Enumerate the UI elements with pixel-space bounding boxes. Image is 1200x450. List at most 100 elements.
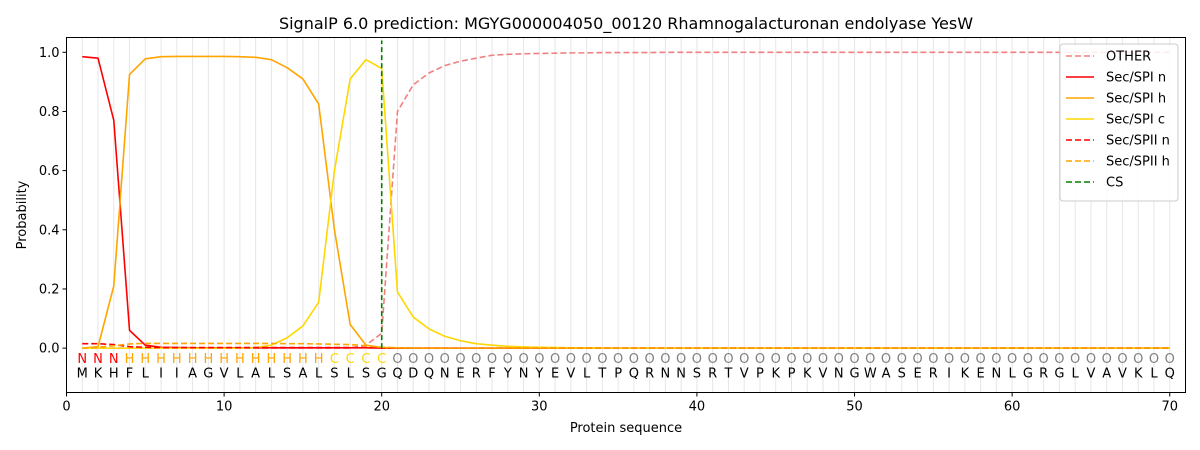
residue-label: V	[740, 367, 749, 382]
residue-label: N	[661, 367, 671, 382]
region-label: O	[1086, 352, 1096, 367]
residue-label: N	[440, 367, 450, 382]
legend-label: Sec/SPI c	[1106, 113, 1165, 128]
region-label: O	[455, 352, 465, 367]
x-tick-label: 20	[373, 400, 390, 415]
region-label: O	[518, 352, 528, 367]
residue-label: S	[362, 367, 370, 382]
region-label: O	[550, 352, 560, 367]
y-tick-label: 0.6	[39, 164, 60, 179]
x-tick-label: 50	[846, 400, 863, 415]
residue-label: E	[551, 367, 559, 382]
x-tick-label: 60	[1004, 400, 1021, 415]
region-label: H	[282, 352, 292, 367]
residue-label: L	[1150, 367, 1158, 382]
residue-label: N	[992, 367, 1002, 382]
region-label: O	[1054, 352, 1064, 367]
region-label: O	[692, 352, 702, 367]
residue-label: K	[961, 367, 970, 382]
y-axis-label: Probability	[15, 180, 30, 249]
y-tick-label: 0.8	[39, 105, 60, 120]
residue-label: H	[109, 367, 119, 382]
residue-label: P	[756, 367, 764, 382]
legend-label: Sec/SPII n	[1106, 134, 1170, 149]
residue-label: L	[236, 367, 244, 382]
region-label: O	[1007, 352, 1017, 367]
residue-label: Q	[424, 367, 434, 382]
residue-label: K	[94, 367, 103, 382]
region-label: O	[471, 352, 481, 367]
region-label: O	[755, 352, 765, 367]
region-label: O	[786, 352, 796, 367]
residue-label: V	[566, 367, 575, 382]
region-label: H	[172, 352, 182, 367]
x-tick-label: 0	[62, 400, 70, 415]
y-tick-label: 1.0	[39, 46, 60, 61]
residue-label: L	[1072, 367, 1080, 382]
residue-label: G	[849, 367, 859, 382]
plot-frame	[66, 37, 1186, 393]
region-label: H	[188, 352, 198, 367]
region-label: H	[251, 352, 261, 367]
region-label: O	[818, 352, 828, 367]
region-label: H	[125, 352, 135, 367]
residue-label: A	[251, 367, 260, 382]
region-label: O	[1102, 352, 1112, 367]
region-label: O	[865, 352, 875, 367]
region-label: O	[1117, 352, 1127, 367]
residue-label: N	[519, 367, 529, 382]
y-tick-label: 0.4	[39, 223, 60, 238]
region-label: O	[975, 352, 985, 367]
region-label: O	[645, 352, 655, 367]
residue-label: Y	[534, 367, 543, 382]
residue-label: L	[1009, 367, 1017, 382]
residue-label: Q	[392, 367, 402, 382]
residue-label: A	[188, 367, 197, 382]
region-label: O	[881, 352, 891, 367]
series-line-sec-spii-h	[82, 342, 1170, 349]
residue-label: S	[693, 367, 701, 382]
y-tick-label: 0.0	[39, 342, 60, 357]
residue-label: T	[597, 367, 606, 382]
residue-label: K	[1134, 367, 1143, 382]
region-label: O	[1023, 352, 1033, 367]
region-label: O	[1070, 352, 1080, 367]
region-label: O	[771, 352, 781, 367]
residue-label: W	[864, 367, 877, 382]
residue-label: A	[1102, 367, 1111, 382]
residue-label: I	[159, 367, 163, 382]
region-label: H	[314, 352, 324, 367]
residue-label: R	[708, 367, 717, 382]
y-axis: 0.0 0.2 0.4 0.6 0.8 1.0	[39, 46, 67, 357]
region-label: O	[566, 352, 576, 367]
legend-label: Sec/SPI n	[1106, 71, 1166, 86]
residue-label: P	[788, 367, 796, 382]
residue-label: A	[298, 367, 307, 382]
x-tick-label: 30	[531, 400, 548, 415]
series-lines	[82, 40, 1170, 349]
region-label: O	[1039, 352, 1049, 367]
region-label: O	[676, 352, 686, 367]
region-label: O	[613, 352, 623, 367]
residue-label: P	[614, 367, 622, 382]
legend: OTHER Sec/SPI n Sec/SPI h Sec/SPI c Sec/SPII…	[1059, 43, 1179, 202]
region-label: O	[392, 352, 402, 367]
residue-label: R	[1039, 367, 1048, 382]
region-label: O	[440, 352, 450, 367]
residue-label: G	[1023, 367, 1033, 382]
residue-label: L	[583, 367, 591, 382]
y-tick-label: 0.2	[39, 282, 60, 297]
residue-label: G	[203, 367, 213, 382]
region-label: O	[960, 352, 970, 367]
region-label: O	[1133, 352, 1143, 367]
region-label: O	[534, 352, 544, 367]
region-label: O	[897, 352, 907, 367]
region-label: H	[156, 352, 166, 367]
region-label: C	[361, 352, 370, 367]
region-label: O	[1149, 352, 1159, 367]
chart-title: SignalP 6.0 prediction: MGYG000004050_00…	[279, 14, 973, 34]
residue-label: Q	[1165, 367, 1175, 382]
residue-label: G	[377, 367, 387, 382]
sequence-labels: NMNKNHHFHLHIHIHAHGHVHLHAHLHSHAHLCSCLCSCG…	[77, 352, 1175, 382]
